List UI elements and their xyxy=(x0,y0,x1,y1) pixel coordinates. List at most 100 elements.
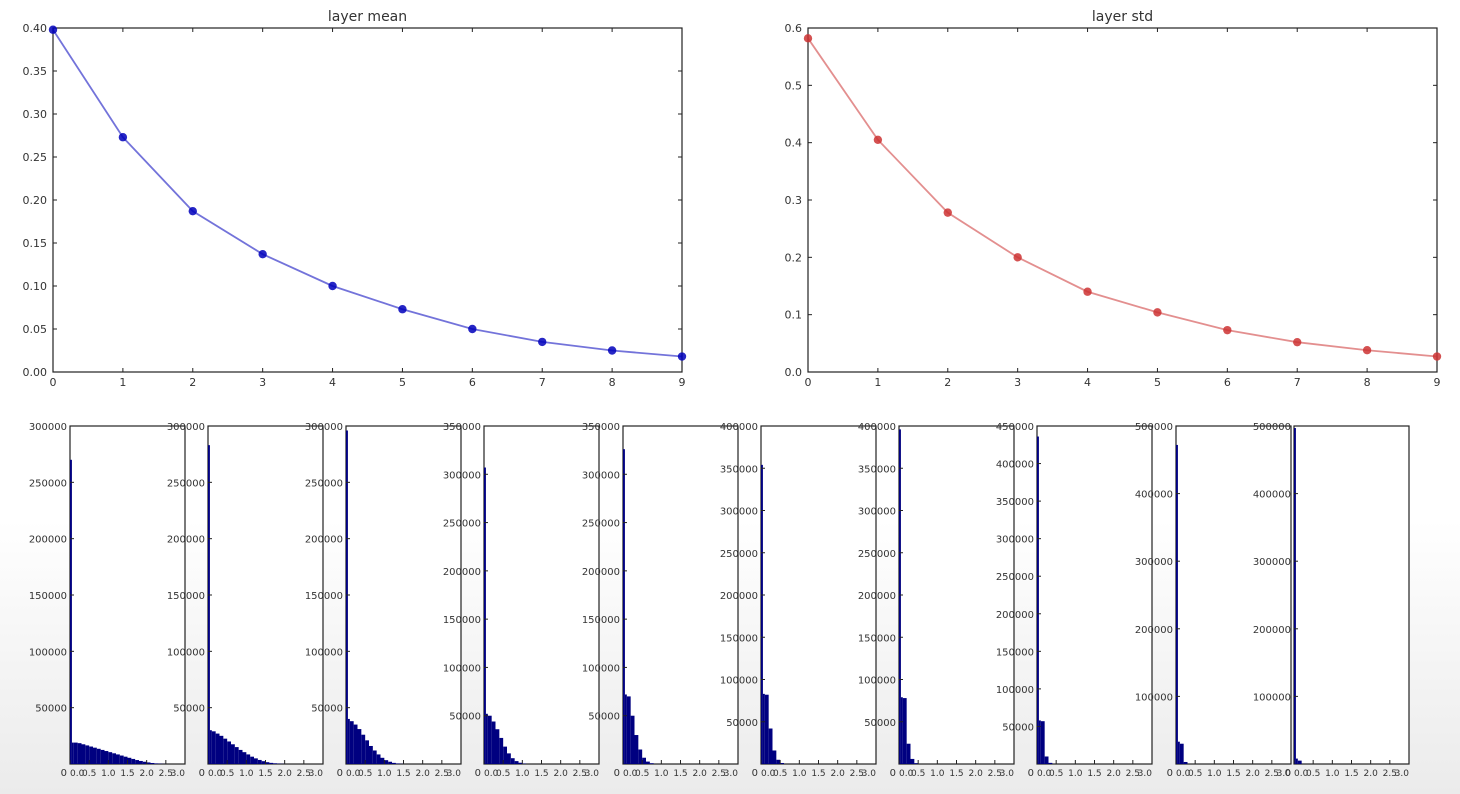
x-tick-label: 7 xyxy=(539,376,546,389)
y-tick-label: 50000 xyxy=(1002,722,1034,733)
histogram-bar xyxy=(1177,741,1180,764)
histogram-bar xyxy=(1179,743,1184,764)
x-tick-label: 2.5 xyxy=(297,769,311,779)
y-tick-label: 200000 xyxy=(443,567,481,578)
x-tick-label: 0.0 xyxy=(484,769,499,779)
y-tick-label: 300000 xyxy=(582,470,620,481)
x-tick-label: 0.5 xyxy=(496,769,510,779)
histogram-bar xyxy=(96,748,101,764)
histogram-bar xyxy=(112,753,116,764)
histogram-bar xyxy=(518,762,523,764)
x-tick-label: 4 xyxy=(1084,376,1091,389)
x-tick-label: 6 xyxy=(469,376,476,389)
x-tick-label: 1 xyxy=(874,376,881,389)
data-point xyxy=(188,206,197,216)
data-point xyxy=(328,281,337,291)
histogram-bar xyxy=(361,734,366,764)
x-tick-label: 1.5 xyxy=(811,769,825,779)
y-tick-label: 0.4 xyxy=(785,137,803,150)
y-tick-label: 300000 xyxy=(443,470,481,481)
y-tick-label: 150000 xyxy=(720,633,758,644)
histogram-bar xyxy=(649,763,654,764)
x-tick-label: 2.5 xyxy=(850,769,864,779)
plot-frame xyxy=(760,425,877,765)
series-line xyxy=(52,29,683,358)
x-tick-label: 1.5 xyxy=(396,769,410,779)
x-tick-label: 0.5 xyxy=(358,769,372,779)
histogram-bar xyxy=(392,762,396,764)
plot-frame xyxy=(483,425,600,765)
line-chart-layer-mean: layer mean 0.00 0.05 0.10 0.15 0.20 0.25 0.30 0.… xyxy=(23,9,687,389)
x-tick-label: 3.0 xyxy=(585,769,600,779)
y-tick-label: 150000 xyxy=(167,591,205,602)
x-tick-label: 0.5 xyxy=(1049,769,1063,779)
histogram-bar xyxy=(273,763,277,764)
y-tick-label: 250000 xyxy=(443,519,481,530)
histogram-bar xyxy=(914,763,919,764)
y-tick-label: 100000 xyxy=(582,663,620,674)
histogram-bar xyxy=(211,731,216,764)
y-tick-label: 50000 xyxy=(588,712,620,723)
histogram-bar xyxy=(146,762,151,764)
histogram-bar xyxy=(254,758,258,764)
x-tick-label: 2.5 xyxy=(1126,769,1140,779)
histogram-bar xyxy=(208,445,210,764)
x-tick-label: 3.0 xyxy=(1277,769,1292,779)
histogram-bar xyxy=(73,742,78,764)
x-tick-label: 2.0 xyxy=(416,769,431,779)
histogram-bar xyxy=(246,754,251,764)
histogram-bar xyxy=(1297,760,1302,764)
histogram-bar xyxy=(388,761,392,764)
x-tick-label: 0.0 xyxy=(70,769,85,779)
x-tick-label: 2.0 xyxy=(969,769,984,779)
x-tick-label: 3.0 xyxy=(862,769,877,779)
histogram-layer-4: 50000 100000 150000 200000 250000 300000 35000… xyxy=(582,422,739,779)
histogram-bar xyxy=(772,750,777,764)
y-tick-label: 0.00 xyxy=(23,366,48,379)
x-tick-label: 8 xyxy=(1364,376,1371,389)
histogram-bar xyxy=(902,698,907,764)
y-tick-label: 450000 xyxy=(996,422,1034,433)
y-tick-label: 100000 xyxy=(167,647,205,658)
y-tick-label: 250000 xyxy=(305,478,343,489)
y-tick-label: 100000 xyxy=(443,663,481,674)
y-tick-label: 200000 xyxy=(305,535,343,546)
histogram-bar xyxy=(234,747,239,764)
histogram-bar xyxy=(507,753,511,764)
histogram-bar xyxy=(638,749,643,764)
y-tick-label: 0.6 xyxy=(785,22,803,35)
x-tick-label: 2.0 xyxy=(278,769,293,779)
x-tick-label: 4 xyxy=(329,376,336,389)
histogram-bar xyxy=(485,713,488,764)
histogram-bar xyxy=(1040,721,1045,764)
histogram-bar xyxy=(626,696,631,764)
y-tick-label: 250000 xyxy=(29,478,67,489)
histogram-bar xyxy=(1294,428,1296,764)
histogram-bar xyxy=(1295,758,1298,764)
plot-frame xyxy=(898,425,1015,765)
x-tick-label: 0 xyxy=(805,376,812,389)
x-tick-label: 1 xyxy=(119,376,126,389)
y-tick-label: 50000 xyxy=(726,718,758,729)
histogram-bar xyxy=(261,761,266,764)
x-tick-label: 0.0 xyxy=(761,769,776,779)
y-tick-label: 100000 xyxy=(996,685,1034,696)
x-tick-label: 2.5 xyxy=(573,769,587,779)
y-tick-label: 500000 xyxy=(1253,422,1291,433)
data-point xyxy=(48,25,58,34)
y-tick-label: 250000 xyxy=(858,549,896,560)
x-tick-label: 0.5 xyxy=(82,769,96,779)
y-tick-label: 300000 xyxy=(858,507,896,518)
line-chart-layer-std: layer std 0.0 0.1 0.2 0.3 0.4 0.5 0.6 0 1 2 3 4 5 6 7 8 9 xyxy=(785,9,1442,389)
histogram-bar xyxy=(123,756,128,764)
data-point xyxy=(468,324,477,334)
x-tick-label: 0.0 xyxy=(623,769,638,779)
x-tick-label: 6 xyxy=(1224,376,1231,389)
x-tick-label: 0 xyxy=(50,376,57,389)
histogram-bar xyxy=(353,724,358,764)
x-tick-label: 0.0 xyxy=(1294,769,1309,779)
x-tick-label: 3.0 xyxy=(447,769,462,779)
x-tick-label: 0.5 xyxy=(635,769,649,779)
x-tick-label: 2.5 xyxy=(712,769,726,779)
